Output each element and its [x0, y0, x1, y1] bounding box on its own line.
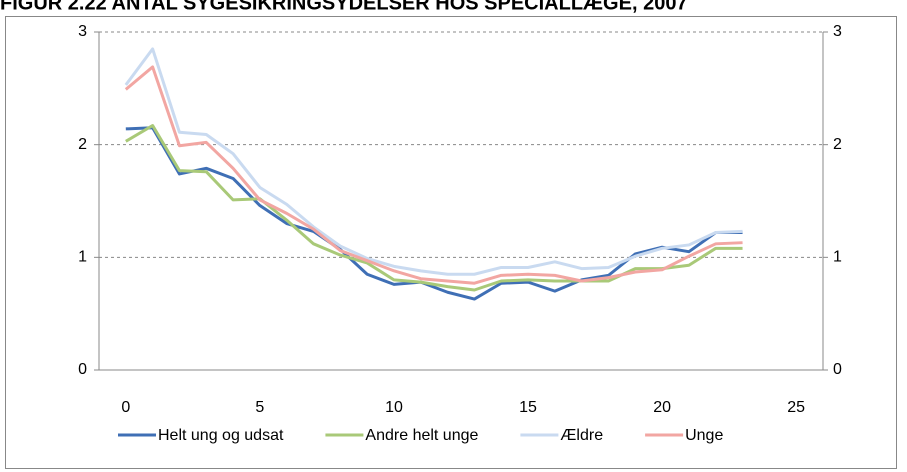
y-tick-label: 3 — [78, 23, 87, 40]
y2-tick-label: 2 — [833, 136, 842, 153]
y-tick-label: 1 — [78, 249, 87, 266]
legend-label: Ældre — [560, 427, 603, 444]
x-tick-label: 5 — [255, 399, 264, 416]
legend-label: Helt ung og udsat — [158, 427, 284, 444]
y2-tick-label: 1 — [833, 249, 842, 266]
x-tick-label: 25 — [787, 399, 805, 416]
x-tick-label: 10 — [385, 399, 403, 416]
chart-title: FIGUR 2.22 ANTAL SYGESIKRINGSYDELSER HOS… — [0, 0, 688, 14]
y-tick-label: 2 — [78, 136, 87, 153]
series-line — [124, 65, 743, 285]
series-line — [125, 124, 743, 292]
series-line — [125, 126, 743, 301]
chart-frame — [5, 16, 897, 469]
series-line — [124, 47, 743, 276]
x-tick-label: 0 — [121, 399, 130, 416]
legend-label: Andre helt unge — [365, 427, 478, 444]
y2-tick-label: 0 — [833, 361, 842, 378]
y-tick-label: 0 — [78, 361, 87, 378]
x-tick-label: 20 — [653, 399, 671, 416]
y2-tick-label: 3 — [833, 23, 842, 40]
legend-label: Unge — [685, 427, 723, 444]
x-tick-label: 15 — [519, 399, 537, 416]
